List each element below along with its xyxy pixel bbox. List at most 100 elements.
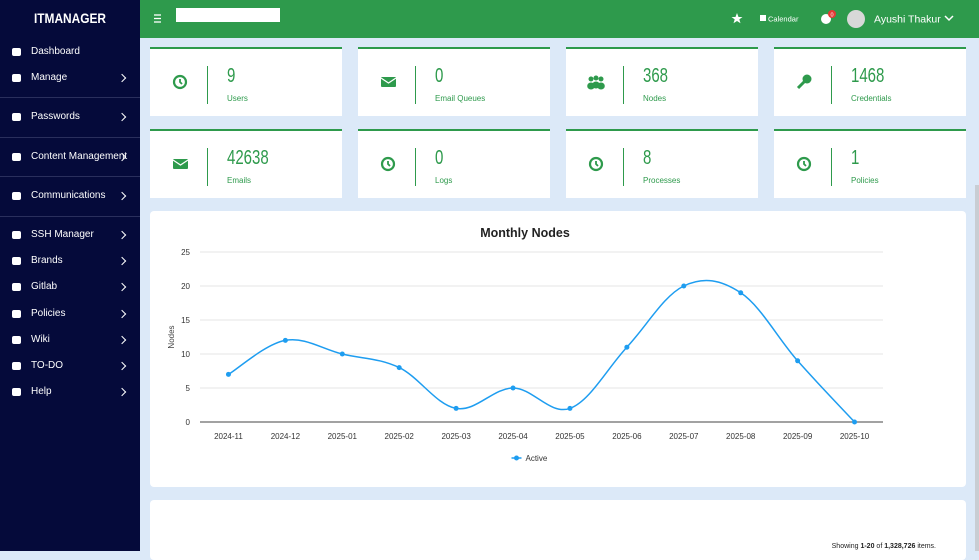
chevron [117,309,127,319]
summary-text: items. [917,543,936,550]
point [282,337,288,343]
point [396,365,402,371]
calendar-icon[interactable] [760,15,766,21]
x-tick-label: 2025-05 [555,432,585,441]
nav-item[interactable]: Gitlab [0,277,140,297]
card-icon [588,156,604,172]
nav-icon [12,310,21,318]
icon-shape [172,74,188,90]
separator [0,176,140,177]
stat-card[interactable]: 0 Logs [358,129,550,198]
summary: Showing 1-20 of 1,328,726 items. [832,543,936,550]
stat-card[interactable]: 0 Email Queues [358,47,550,116]
brand[interactable]: ITMANAGER [33,10,107,26]
icon-shape [380,156,396,172]
icon-shape [593,75,599,81]
stat-label: Policies [851,176,879,185]
calendar-link[interactable]: Calendar [768,15,799,24]
user-menu-caret[interactable] [944,15,954,22]
stat-card[interactable]: 1468 Credentials [774,47,966,116]
menu-toggle[interactable] [154,14,161,23]
nav-label: Gitlab [31,281,58,292]
divider [623,66,624,104]
y-axis-label: Nodes [167,325,176,348]
chevron [117,73,127,83]
nav-label: Help [31,386,52,397]
line [228,279,856,423]
user-name[interactable]: Ayushi Thakur [874,14,941,26]
icon-shape [595,161,599,167]
point [738,290,744,296]
stat-card[interactable]: 8 Processes [566,129,758,198]
nav-label: TO-DO [31,360,64,371]
tasks-icon[interactable] [821,14,831,24]
nav-item[interactable]: Dashboard [0,42,140,62]
star-icon[interactable] [731,13,743,24]
badge [828,10,836,18]
point [624,344,630,350]
card-icon [796,74,812,90]
nav-item[interactable]: Policies [0,304,140,324]
nav-icon [12,257,21,265]
nav-item[interactable]: Help [0,382,140,402]
stat-value: 42638 [227,147,269,169]
separator [0,216,140,217]
nav-label: Communications [31,190,106,201]
stat-card[interactable]: 1 Policies [774,129,966,198]
nav-item[interactable]: Wiki [0,330,140,350]
y-tick-label: 25 [181,248,190,257]
nav-item[interactable]: Passwords [0,107,140,127]
nav-item[interactable]: Communications [0,186,140,206]
scrollbar[interactable] [975,185,979,551]
chevron [117,361,127,371]
stat-card[interactable]: 42638 Emails [150,129,342,198]
chevron [117,335,127,345]
nav-label: SSH Manager [31,229,94,240]
x-tick-label: 2025-07 [669,432,699,441]
x-tick-label: 2024-12 [271,432,301,441]
x-tick-label: 2025-04 [498,432,528,441]
divider [207,148,208,186]
chevron [117,256,127,266]
nav-item[interactable]: Manage [0,68,140,88]
stat-value: 1468 [851,65,885,87]
stat-label: Logs [435,176,453,185]
divider [623,148,624,186]
nav-item[interactable]: TO-DO [0,356,140,376]
x-tick-label: 2025-01 [328,432,358,441]
chart-title: Monthly Nodes [480,226,570,240]
x-tick-label: 2024-11 [214,432,243,441]
nav-icon [12,283,21,291]
y-tick-label: 10 [181,350,190,359]
chevron [117,112,127,122]
nav-item[interactable]: Content Management [0,147,140,167]
badge-count: 0 [830,12,833,18]
x-tick-label: 2025-06 [612,432,642,441]
nav-item[interactable]: Brands [0,251,140,271]
card-icon [587,75,605,90]
icon-shape [796,156,812,172]
nav-icon [12,231,21,239]
x-tick-label: 2025-08 [726,432,756,441]
avatar[interactable] [847,10,865,28]
nav-icon [12,48,21,56]
stat-card[interactable]: 368 Nodes [566,47,758,116]
legend-swatch [514,455,519,461]
icon-shape [179,79,183,85]
nav-item[interactable]: SSH Manager [0,225,140,245]
stat-value: 8 [643,147,652,169]
chevron [117,282,127,292]
x-tick-label: 2025-10 [840,432,870,441]
x-tick-label: 2025-09 [783,432,813,441]
icon-shape [803,161,807,167]
search-input[interactable] [176,8,280,22]
legend-label[interactable]: Active [526,454,548,463]
icon-shape [598,76,604,82]
divider [207,66,208,104]
stat-card[interactable]: 9 Users [150,47,342,116]
chevron [117,191,127,201]
stat-label: Nodes [643,94,667,103]
nav-icon [12,388,21,396]
nav-icon [12,113,21,121]
icon-shape [588,76,594,82]
